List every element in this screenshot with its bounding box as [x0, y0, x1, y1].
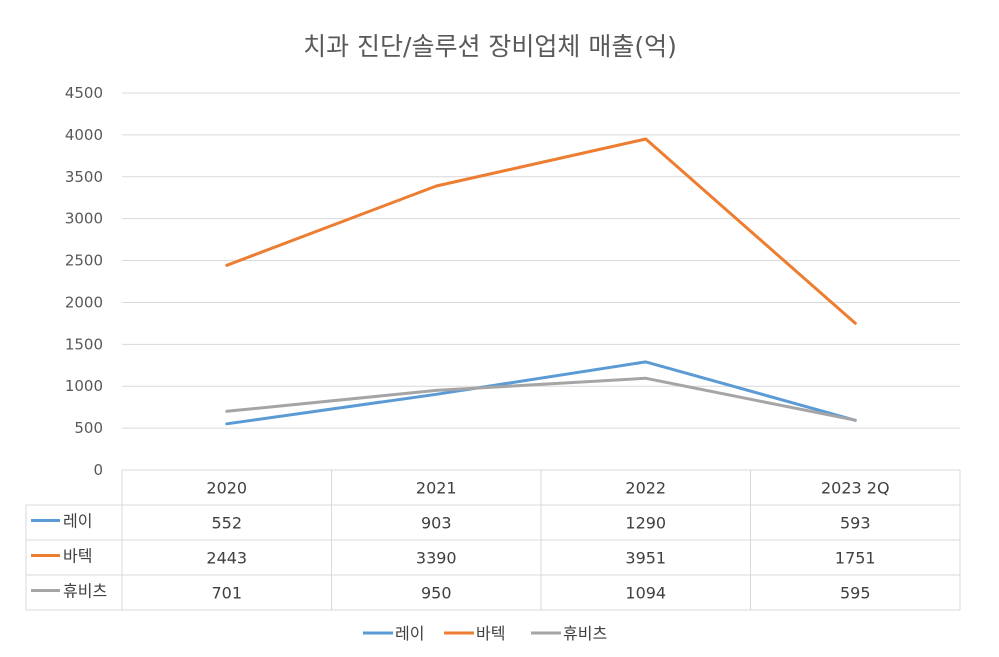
- data-label: 950: [421, 584, 452, 603]
- y-tick-label: 3500: [65, 168, 103, 186]
- data-label: 3390: [416, 549, 457, 568]
- data-label: 1290: [625, 514, 666, 533]
- y-axis-tick-labels: 0 500 1000 1500 2000 2500 3000 3500 4000 4500: [65, 84, 103, 479]
- y-tick-label: 4000: [65, 126, 103, 144]
- x-tick-label: 2023 2Q: [821, 479, 890, 498]
- data-label: 1094: [625, 584, 666, 603]
- y-tick-label: 2500: [65, 252, 103, 270]
- data-table: 2020 2021 2022 2023 2Q 레이 552 903 1290 593 바텍 2443…: [25, 469, 961, 611]
- gridlines: [122, 92, 960, 429]
- y-tick-label: 1500: [65, 335, 103, 353]
- y-tick-label: 500: [74, 419, 103, 437]
- y-tick-label: 4500: [65, 84, 103, 102]
- series-line-2: [225, 137, 857, 325]
- series-line-3: [225, 376, 857, 422]
- data-label: 1751: [835, 549, 876, 568]
- table-series-name: 바텍: [63, 547, 92, 566]
- series-line-1: [225, 360, 857, 426]
- legend-label: 휴비츠: [563, 624, 607, 643]
- legend: 레이 바텍 휴비츠: [363, 624, 607, 643]
- table-series-name: 레이: [63, 512, 92, 531]
- x-tick-label: 2021: [416, 479, 457, 498]
- x-tick-label: 2020: [206, 479, 247, 498]
- y-tick-label: 2000: [65, 293, 103, 311]
- y-tick-label: 0: [93, 461, 103, 479]
- data-label: 2443: [206, 549, 247, 568]
- y-tick-label: 3000: [65, 210, 103, 228]
- data-label: 595: [840, 584, 871, 603]
- table-series-name: 휴비츠: [63, 582, 107, 601]
- legend-label: 레이: [395, 624, 424, 643]
- y-tick-label: 1000: [65, 377, 103, 395]
- x-tick-label: 2022: [625, 479, 666, 498]
- data-label: 3951: [625, 549, 666, 568]
- data-label: 701: [211, 584, 242, 603]
- data-label: 552: [211, 514, 242, 533]
- chart-title: 치과 진단/솔루션 장비업체 매출(억): [303, 32, 677, 61]
- data-label: 593: [840, 514, 871, 533]
- series-lines: [225, 137, 857, 426]
- legend-label: 바텍: [476, 624, 505, 643]
- data-label: 903: [421, 514, 452, 533]
